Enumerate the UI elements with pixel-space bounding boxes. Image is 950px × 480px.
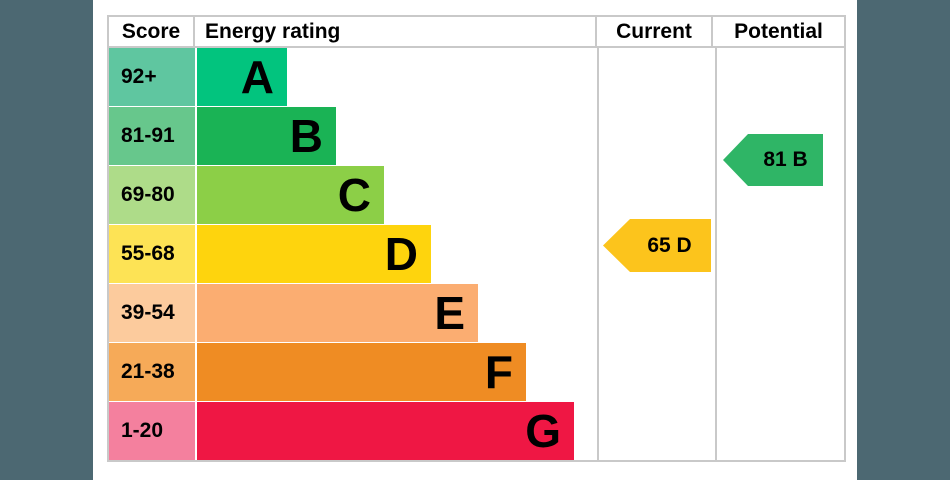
rating-letter: D [384, 228, 418, 280]
score-range-label: 39-54 [109, 284, 195, 342]
rating-bar: E [197, 284, 478, 342]
band-row: 55-68 D [109, 225, 844, 283]
potential-rating-label: 81 B [763, 148, 808, 171]
rating-letter: C [337, 169, 371, 221]
table-body: 92+ A 81-91 B 69-80 C 55-68 D 39-54 [109, 48, 844, 460]
band-row: 21-38 F [109, 343, 844, 401]
rating-bar: G [197, 402, 574, 460]
rating-bar: B [197, 107, 336, 165]
rating-letter: E [434, 287, 465, 339]
rating-bar: F [197, 343, 526, 401]
band-rows: 92+ A 81-91 B 69-80 C 55-68 D 39-54 [109, 48, 844, 460]
page-side-band-left [0, 0, 93, 480]
band-row: 81-91 B [109, 107, 844, 165]
rating-letter: G [525, 405, 561, 457]
column-divider-potential [715, 48, 717, 460]
page-side-band-right [857, 0, 950, 480]
band-row: 1-20 G [109, 402, 844, 460]
table-header-row: Score Energy rating Current Potential [109, 17, 844, 48]
band-row: 92+ A [109, 48, 844, 106]
score-range-label: 81-91 [109, 107, 195, 165]
score-range-label: 1-20 [109, 402, 195, 460]
rating-bar: D [197, 225, 431, 283]
score-range-label: 69-80 [109, 166, 195, 224]
potential-rating-arrow: 81 B [723, 134, 823, 186]
rating-letter: F [484, 346, 513, 398]
header-potential: Potential [734, 19, 823, 43]
header-energy-rating: Energy rating [195, 17, 597, 46]
rating-letter: B [289, 110, 323, 162]
rating-bar: C [197, 166, 384, 224]
header-score: Score [109, 17, 195, 46]
rating-bar: A [197, 48, 287, 106]
score-range-label: 21-38 [109, 343, 195, 401]
band-row: 69-80 C [109, 166, 844, 224]
header-current: Current [597, 17, 713, 46]
column-divider-current [597, 48, 599, 460]
current-rating-label: 65 D [647, 233, 692, 257]
score-range-label: 92+ [109, 48, 195, 106]
current-rating-arrow: 65 D [603, 219, 711, 272]
epc-table: Score Energy rating Current Potential 92… [107, 15, 846, 462]
score-range-label: 55-68 [109, 225, 195, 283]
band-row: 39-54 E [109, 284, 844, 342]
rating-letter: A [240, 51, 274, 103]
